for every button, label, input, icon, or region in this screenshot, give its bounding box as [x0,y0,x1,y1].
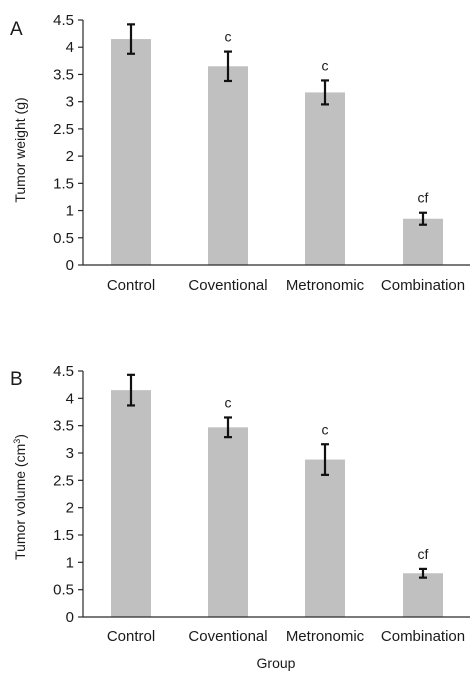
y-tick-label: 2 [66,148,74,165]
x-category-label: Coventional [188,277,267,294]
y-tick-label: 4.5 [53,363,74,380]
y-tick-label: 3.5 [53,418,74,435]
y-tick-label: 1 [66,554,74,571]
y-tick-label: 4 [66,39,74,56]
y-tick-label: 1.5 [53,527,74,544]
y-tick-label: 1 [66,203,74,220]
error-bar-a-1 [127,23,135,55]
x-categories-b: Control Coventional Metronomic Combination [107,628,465,645]
x-categories-a: Control Coventional Metronomic Combination [107,277,465,294]
y-axis-title-b: Tumor volume (cm3) [12,434,28,560]
error-bars-b [127,373,427,579]
x-category-label: Control [107,277,155,294]
bar-b-3 [305,459,345,617]
y-tick-label: 3 [66,445,74,462]
bars-b [111,390,443,617]
significance-labels-b: c c cf [225,394,429,561]
significance-label: c [322,421,329,437]
error-bar-a-2 [224,50,232,83]
y-tick-label: 0 [66,609,74,626]
y-tick-label: 4 [66,390,74,407]
bar-a-1 [111,39,151,265]
x-axis-title: Group [257,655,296,671]
panel-letter-b: B [10,369,23,390]
bar-a-2 [208,66,248,266]
y-tick-label: 1.5 [53,175,74,192]
bar-a-4 [403,218,443,265]
significance-labels-a: c c cf [225,29,429,206]
y-tick-label: 4.5 [53,12,74,29]
error-bar-a-3 [321,79,329,106]
panel-b: B Tumor volume (cm3) 00.511.522.533.544.… [10,363,470,645]
panel-letter-a: A [10,19,23,40]
y-tick-label: 0 [66,257,74,274]
x-category-label: Metronomic [286,277,365,294]
error-bar-b-4 [419,567,427,579]
y-tick-label: 2.5 [53,121,74,138]
error-bar-a-4 [419,211,427,226]
significance-label: cf [418,190,429,206]
y-tick-label: 3 [66,94,74,111]
error-bar-b-2 [224,416,232,439]
y-tick-label: 0.5 [53,582,74,599]
y-tick-label: 3.5 [53,66,74,83]
significance-label: c [225,394,232,410]
x-category-label: Metronomic [286,628,365,645]
significance-label: c [225,29,232,45]
panel-a: A Tumor weight (g) 00.511.522.533.544.5 … [10,12,470,294]
x-category-label: Combination [381,277,465,294]
bar-b-1 [111,390,151,617]
significance-label: c [322,57,329,73]
y-ticks-a: 0 0.5 1 1.5 2 2.5 3 3.5 4 4.5 [53,12,83,274]
x-category-label: Coventional [188,628,267,645]
y-axis-title-a: Tumor weight (g) [12,97,28,202]
bars-a [111,39,443,266]
error-bar-b-3 [321,443,329,476]
y-axis-title-b-close: ) [12,434,28,439]
y-tick-label: 2 [66,500,74,517]
y-axis-title-b-text: Tumor volume (cm [12,444,28,560]
bar-b-4 [403,573,443,617]
error-bars-a [127,23,427,226]
y-tick-label: 2.5 [53,472,74,489]
bar-a-3 [305,92,345,266]
y-tick-label: 0.5 [53,230,74,247]
y-ticks-b: 0 0.5 1 1.5 2 2.5 3 3.5 4 4.5 [53,363,83,626]
significance-label: cf [418,546,429,562]
x-category-label: Control [107,628,155,645]
y-axis-title-b-sup: 3 [12,439,22,444]
bar-b-2 [208,427,248,617]
x-category-label: Combination [381,628,465,645]
error-bar-b-1 [127,373,135,407]
